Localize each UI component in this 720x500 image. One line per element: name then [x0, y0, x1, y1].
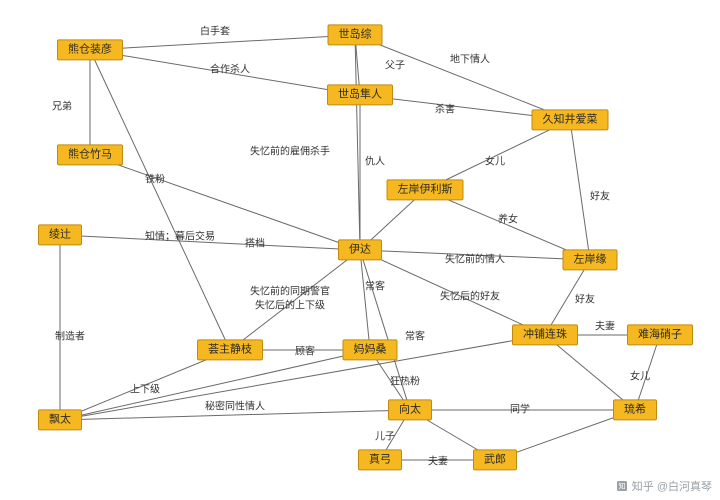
- edge: [60, 410, 410, 420]
- node-n_sejima_hayato[interactable]: 世岛隼人: [327, 84, 393, 105]
- watermark: 知 知乎 @白河真琴: [616, 478, 712, 494]
- node-n_ida[interactable]: 伊达: [338, 239, 382, 260]
- node-n_sogishi_iriasu[interactable]: 左岸伊利斯: [387, 179, 464, 200]
- node-n_mukai[interactable]: 向太: [388, 399, 432, 420]
- edge: [60, 350, 230, 420]
- zhihu-icon: 知: [616, 480, 628, 492]
- node-n_mama_sang[interactable]: 妈妈桑: [343, 339, 398, 360]
- edge: [60, 335, 545, 420]
- node-n_kumakura_takeuma[interactable]: 熊仓竹马: [57, 144, 123, 165]
- node-n_takerou[interactable]: 武郎: [473, 449, 517, 470]
- node-n_kumakura_masaaki[interactable]: 熊仓装彦: [57, 39, 123, 60]
- edge: [360, 250, 545, 335]
- edge: [90, 35, 355, 50]
- edge: [360, 250, 590, 260]
- node-n_mayumi[interactable]: 真弓: [358, 449, 402, 470]
- edge: [570, 120, 590, 260]
- node-n_mogami_shizue[interactable]: 荟主静枝: [197, 339, 263, 360]
- edge: [60, 350, 370, 420]
- node-n_souta[interactable]: 飘太: [38, 409, 82, 430]
- edge: [230, 250, 360, 350]
- edge: [90, 50, 230, 350]
- watermark-text: 知乎 @白河真琴: [632, 478, 712, 494]
- node-n_okitsu_renju[interactable]: 冲铺连珠: [512, 324, 578, 345]
- node-n_narumi_shouko[interactable]: 难海硝子: [627, 324, 693, 345]
- edge: [60, 235, 360, 250]
- edge: [90, 50, 360, 95]
- edge: [90, 155, 360, 250]
- node-n_sejima_hiroshi[interactable]: 世岛综: [328, 24, 383, 45]
- node-n_ruki[interactable]: 琉希: [613, 399, 657, 420]
- node-n_sogishi_en[interactable]: 左岸缘: [563, 249, 618, 270]
- node-n_ayatsuji[interactable]: 绫辻: [38, 224, 82, 245]
- node-n_kuchi_airina[interactable]: 久知井爱菜: [532, 109, 609, 130]
